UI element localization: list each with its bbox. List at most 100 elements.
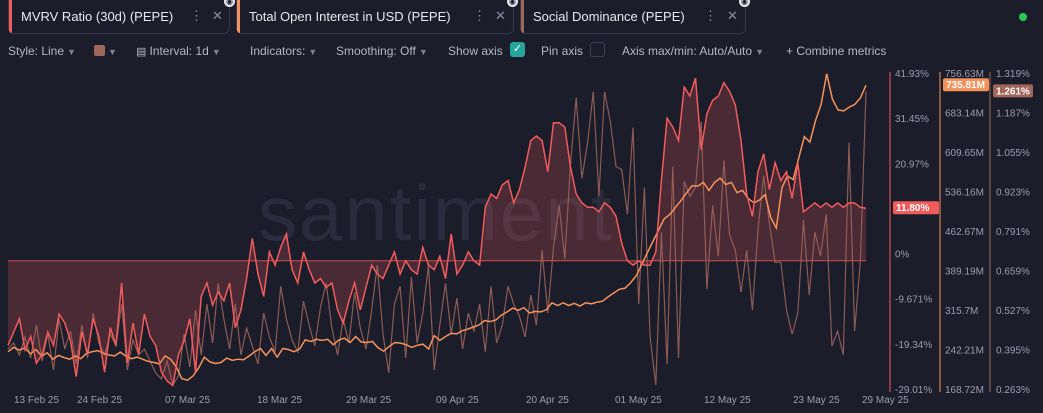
combine-metrics-button[interactable]: + Combine metrics [786,44,886,58]
series-line-open_interest [7,73,867,382]
axis-tick-label: 315.7M [945,306,978,317]
axis-tick-label: 168.72M [945,385,984,396]
interval-select[interactable]: ▤ Interval: 1d ▼ [136,44,221,58]
x-tick-label: 29 May 25 [862,395,909,406]
tab-title: Total Open Interest in USD (PEPE) [249,9,451,24]
series-line-social_dominance [7,91,867,387]
indicators-label: Indicators: [250,44,306,58]
mvrv-axis: 41.93%31.45%20.97%10.48%0%-9.671%-19.34%… [895,69,932,396]
open-interest-axis: 756.63M 683.14M 609.65M 536.16M 462.67M 389.1… [945,69,984,396]
current-value-badges: 11.80% 735.81M 1.261% [893,78,1033,215]
axis-tick-label: -9.671% [895,295,932,306]
chevron-down-icon: ▼ [418,47,428,57]
axis-tick-label: 536.16M [945,188,984,199]
x-tick-label: 23 May 25 [793,395,840,406]
x-tick-label: 18 Mar 25 [257,395,302,406]
x-tick-label: 13 Feb 25 [14,395,59,406]
x-tick-label: 01 May 25 [615,395,662,406]
close-icon[interactable]: ✕ [495,8,506,23]
current-value-label: 735.81M [946,80,985,91]
axis-tick-label: 756.63M [945,69,984,80]
chart-toolbar: Style: Line ▼ ▼ ▤ Interval: 1d ▼ Indicator… [0,42,1043,62]
series-lines [7,73,867,387]
chevron-down-icon: ▼ [67,47,76,57]
tab-color-bar [521,0,524,33]
x-tick-label: 07 Mar 25 [165,395,210,406]
axis-tick-label: 0.923% [996,188,1030,199]
indicators-select[interactable]: Indicators: ▼ [250,44,317,58]
interval-label: Interval: 1d [149,44,209,58]
live-status-dot [1019,13,1027,21]
watermark: santiment [258,169,614,257]
chevron-down-icon: ▼ [108,47,117,57]
axis-tick-label: 1.187% [996,109,1030,120]
axis-tick-label: 0.791% [996,227,1030,238]
tab-title: MVRV Ratio (30d) (PEPE) [21,9,174,24]
current-value-badge [943,78,989,92]
axis-tick-label: 1.055% [996,148,1030,159]
axis-tick-label: 0.263% [996,385,1030,396]
calendar-icon: ▤ [136,46,150,58]
lock-icon: ◉ [507,0,518,7]
mvrv-area-fill [8,78,866,386]
axis-maxmin-label: Axis max/min: Auto/Auto [622,44,753,58]
more-options-icon[interactable]: ⋮ [190,8,203,23]
x-tick-label: 20 Apr 25 [526,395,569,406]
pin-axis-label: Pin axis [541,44,584,58]
show-axis-label: Show axis [448,44,503,58]
axis-tick-label: 0.527% [996,306,1030,317]
show-axis-checkbox[interactable]: ✓ [510,42,525,57]
smoothing-label: Smoothing: Off [336,44,416,58]
axis-tick-label: 242.21M [945,346,984,357]
lock-icon: ◉ [739,0,750,7]
more-options-icon[interactable]: ⋮ [473,8,486,23]
tab-mvrv[interactable]: MVRV Ratio (30d) (PEPE) ⋮ ✕ ◉ [8,0,235,34]
axis-tick-label: 389.19M [945,267,984,278]
axis-tick-label: 0.395% [996,346,1030,357]
tab-title: Social Dominance (PEPE) [533,9,685,24]
close-icon[interactable]: ✕ [727,8,738,23]
x-tick-label: 09 Apr 25 [436,395,479,406]
axis-tick-label: -19.34% [895,340,932,351]
axis-tick-label: 0.659% [996,267,1030,278]
x-tick-label: 12 May 25 [704,395,751,406]
combine-metrics-label: Combine metrics [796,44,887,58]
axis-maxmin-select[interactable]: Axis max/min: Auto/Auto ▼ [622,44,764,58]
axis-tick-label: 20.97% [895,159,929,170]
axis-tick-label: 462.67M [945,227,984,238]
axis-tick-label: -29.01% [895,385,932,396]
metric-tabs: MVRV Ratio (30d) (PEPE) ⋮ ✕ ◉ Total Open… [0,0,1043,36]
axis-tick-label: 41.93% [895,69,929,80]
style-label: Style: Line [8,44,65,58]
color-swatch [94,45,105,56]
axis-tick-label: 683.14M [945,109,984,120]
axis-tick-label: 609.65M [945,148,984,159]
axis-tick-label: 0% [895,250,910,261]
more-options-icon[interactable]: ⋮ [704,8,717,23]
mvrv-fill-area [8,78,866,386]
chevron-down-icon: ▼ [211,47,221,57]
smoothing-select[interactable]: Smoothing: Off ▼ [336,44,428,58]
chevron-down-icon: ▼ [755,47,764,57]
axis-tick-label: 1.319% [996,69,1030,80]
x-axis: 13 Feb 25 24 Feb 25 07 Mar 25 18 Mar 25 29 M… [14,395,909,406]
pin-axis-checkbox[interactable] [590,42,605,57]
tab-color-bar [237,0,240,33]
current-value-label: 1.261% [996,86,1030,97]
current-value-badge [893,201,939,215]
tab-open-interest[interactable]: Total Open Interest in USD (PEPE) ⋮ ✕ ◉ [236,0,518,34]
series-line-mvrv [7,77,867,387]
chevron-down-icon: ▼ [308,47,318,57]
current-value-badge [993,84,1033,98]
axis-tick-label: 31.45% [895,114,929,125]
tab-color-bar [9,0,12,33]
current-value-label: 11.80% [896,203,929,214]
close-icon[interactable]: ✕ [212,8,223,23]
style-select[interactable]: Style: Line ▼ [8,44,76,58]
x-tick-label: 29 Mar 25 [346,395,391,406]
color-select[interactable]: ▼ [94,44,117,58]
tab-social-dominance[interactable]: Social Dominance (PEPE) ⋮ ✕ ◉ [520,0,750,34]
plus-icon: + [786,44,797,58]
lock-icon: ◉ [224,0,235,7]
